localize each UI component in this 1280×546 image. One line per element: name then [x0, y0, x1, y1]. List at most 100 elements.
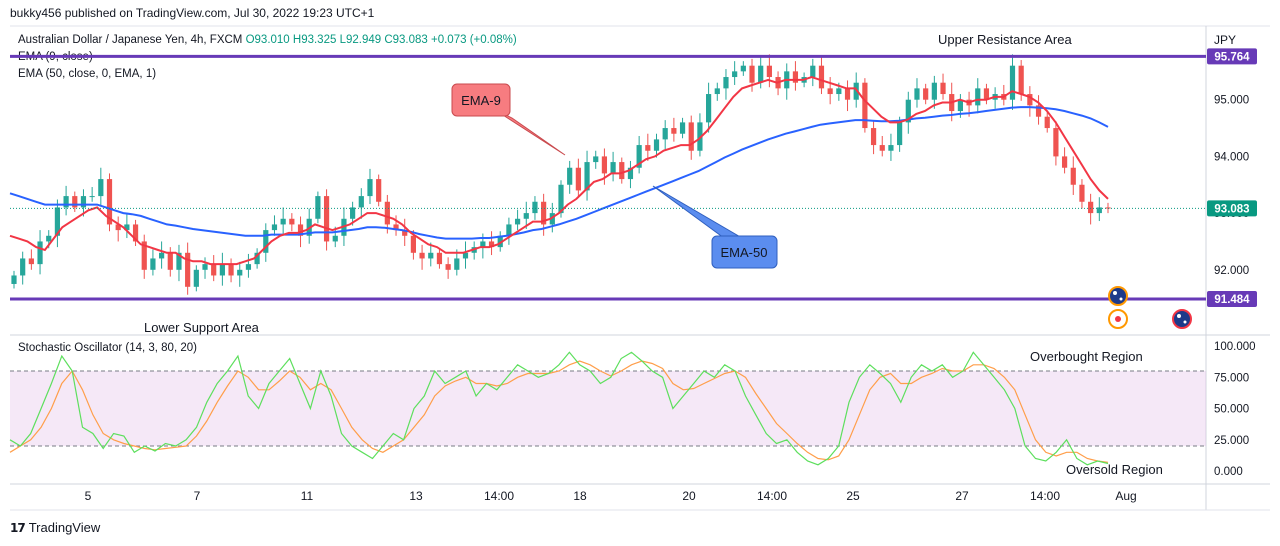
candle-body	[11, 275, 17, 284]
candle-body	[132, 224, 139, 242]
stoch-axis[interactable]: 100.000 75.000 50.000 25.000 0.000	[1214, 341, 1256, 478]
candle-body	[671, 128, 677, 134]
candle-body	[975, 88, 981, 106]
time-tick-label: Aug	[1115, 489, 1136, 503]
candle-body	[575, 167, 581, 191]
price-tick-label: 92.000	[1214, 265, 1249, 277]
candle-body	[897, 122, 903, 146]
candle-body	[532, 201, 538, 214]
candle-body	[679, 122, 686, 134]
candle-body	[358, 196, 364, 208]
candle-body	[749, 65, 755, 83]
time-tick-label: 18	[573, 489, 587, 503]
candle-body	[402, 230, 408, 236]
stoch-k-line	[9, 351, 1109, 466]
currency-label: JPY	[1214, 33, 1236, 47]
candle-body	[115, 224, 121, 231]
ema9-callout[interactable]: EMA-9	[451, 83, 566, 156]
candle-body	[323, 196, 330, 242]
time-tick-label: 14:00	[757, 489, 787, 503]
flag-icon-star	[1177, 314, 1181, 318]
candle-body	[150, 258, 156, 270]
published-caption: bukky456 published on TradingView.com, J…	[10, 6, 375, 20]
australia-flag-icon[interactable]	[1108, 286, 1128, 306]
candle-body	[20, 258, 26, 276]
stoch-band	[10, 371, 1206, 446]
candle-body	[263, 230, 269, 253]
candle-body	[653, 139, 660, 151]
candle-body	[106, 179, 113, 225]
event-marker-icon[interactable]	[1108, 309, 1128, 329]
time-tick-label: 14:00	[484, 489, 514, 503]
candle-body	[662, 128, 668, 140]
candle-body	[46, 235, 52, 242]
candle-body	[167, 252, 173, 270]
ema9-callout-text: EMA-9	[461, 93, 501, 108]
ema50-callout[interactable]: EMA-50	[652, 185, 778, 269]
candle-body	[1053, 128, 1059, 157]
candle-body	[1044, 116, 1050, 129]
candle-body	[523, 213, 529, 219]
candle-body	[480, 241, 486, 248]
resistance-tag-bg	[1207, 48, 1257, 65]
candle-body	[732, 71, 738, 78]
candle-body	[706, 94, 712, 123]
candle-body	[983, 88, 990, 100]
candle-body	[844, 88, 851, 100]
candle-body	[193, 269, 199, 287]
candle-body	[211, 264, 217, 276]
overbought-label: Overbought Region	[1030, 349, 1143, 364]
candle-body	[237, 269, 243, 276]
stochastic-legend: Stochastic Oscillator (14, 3, 80, 20)	[18, 342, 197, 354]
candle-body	[818, 65, 825, 89]
candle-body	[688, 122, 694, 151]
candle-body	[393, 224, 399, 231]
candle-body	[445, 264, 451, 270]
stoch-tick-label: 0.000	[1214, 466, 1243, 478]
candle-body	[879, 145, 885, 151]
candle-body	[1027, 94, 1033, 106]
candle-body	[141, 241, 147, 270]
candle-body	[159, 252, 165, 259]
symbol-legend: Australian Dollar / Japanese Yen, 4h, FX…	[18, 34, 517, 46]
candle-body	[462, 252, 469, 259]
time-axis[interactable]: 5 7 11 13 14:00 18 20 14:00 25 27 14:00 Aug	[85, 489, 1137, 503]
candle-body	[185, 252, 191, 287]
candle-body	[541, 201, 547, 225]
ema50-line	[9, 106, 1109, 240]
candle-body	[584, 162, 590, 191]
candle-body	[714, 88, 720, 95]
candle-body	[931, 82, 937, 100]
flag-icon-star	[1119, 297, 1123, 301]
candle-body	[1070, 167, 1076, 185]
candle-body	[923, 88, 929, 100]
candle-body	[957, 99, 963, 112]
candle-body	[1009, 65, 1016, 100]
ema50-callout-text: EMA-50	[721, 245, 768, 260]
stoch-d-line	[9, 360, 1109, 463]
candle-body	[428, 252, 434, 259]
candle-body	[454, 258, 460, 270]
candle-body	[506, 224, 512, 236]
tradingview-logo[interactable]: 17 TradingView	[10, 520, 100, 535]
candle-body	[280, 218, 286, 225]
time-tick-label: 27	[955, 489, 969, 503]
candle-body	[332, 235, 338, 242]
ema9-line	[9, 75, 1109, 266]
candle-body	[940, 82, 946, 95]
last-price-tag-text: 93.083	[1214, 203, 1249, 215]
last-price-tag-bg	[1207, 200, 1257, 217]
candle-body	[98, 179, 104, 197]
candle-body	[792, 71, 799, 83]
candle-body	[593, 156, 599, 163]
time-tick-label: 14:00	[1030, 489, 1060, 503]
candle-body	[176, 252, 182, 270]
candle-body	[740, 65, 746, 72]
candle-body	[905, 99, 911, 123]
tradingview-logo-icon: 17	[10, 520, 26, 535]
stoch-tick-label: 25.000	[1214, 435, 1249, 447]
australia-flag-icon[interactable]	[1172, 309, 1192, 329]
candle-body	[645, 145, 651, 151]
